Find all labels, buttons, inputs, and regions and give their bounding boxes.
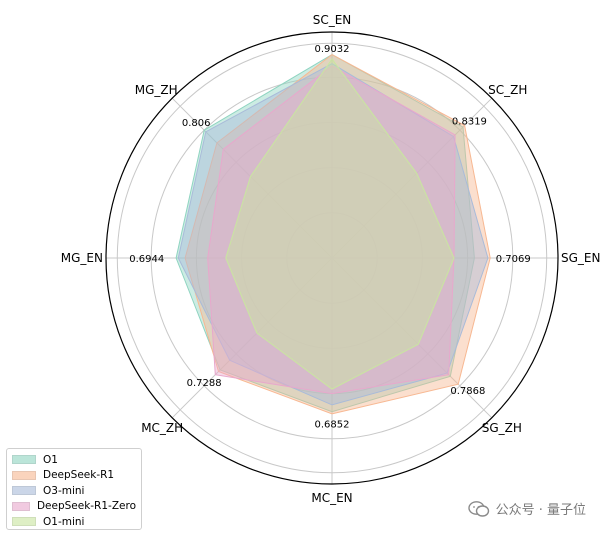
legend-item-deepseek-r1: DeepSeek-R1 bbox=[12, 468, 136, 484]
axis-label-sg-en: SG_EN bbox=[561, 251, 600, 265]
series-o3-mini bbox=[177, 63, 489, 406]
legend-item-o1-mini: O1-mini bbox=[12, 514, 136, 530]
legend-swatch bbox=[12, 517, 36, 527]
radar-series bbox=[175, 54, 491, 415]
axis-label-sc-en: SC_EN bbox=[313, 13, 352, 27]
legend-label: DeepSeek-R1-Zero bbox=[36, 500, 136, 513]
grid-spoke bbox=[331, 257, 493, 419]
legend-swatch bbox=[12, 501, 30, 511]
axis-label-mg-en: MG_EN bbox=[61, 251, 103, 265]
legend-swatch bbox=[12, 486, 36, 496]
legend-item-o3-mini: O3-mini bbox=[12, 483, 136, 499]
watermark-text: 公众号 · 量子位 bbox=[495, 503, 586, 518]
watermark: 公众号 · 量子位 bbox=[467, 499, 586, 518]
value-label-sc-en: 0.9032 bbox=[315, 44, 350, 55]
value-label-sg-en: 0.7069 bbox=[496, 254, 531, 265]
axis-label-sg-zh: SG_ZH bbox=[482, 421, 522, 435]
radar-frame bbox=[105, 31, 559, 485]
legend-label: O1 bbox=[43, 453, 58, 466]
value-label-sc-zh: 0.8319 bbox=[452, 117, 487, 128]
axis-label-mc-en: MC_EN bbox=[311, 491, 352, 505]
axis-label-sc-zh: SC_ZH bbox=[488, 83, 527, 97]
legend-label: O1-mini bbox=[43, 515, 85, 528]
value-label-mc-zh: 0.7288 bbox=[187, 378, 222, 389]
legend-label: O3-mini bbox=[43, 484, 85, 497]
value-label-mg-en: 0.6944 bbox=[129, 254, 164, 265]
series-o1 bbox=[175, 54, 475, 413]
series-deepseek-r1-zero bbox=[207, 65, 456, 395]
wechat-icon bbox=[467, 500, 489, 517]
legend-swatch bbox=[12, 455, 36, 465]
legend-label: DeepSeek-R1 bbox=[43, 469, 115, 482]
series-deepseek-r1 bbox=[184, 54, 491, 415]
radar-grid bbox=[105, 31, 559, 485]
legend-item-o1: O1 bbox=[12, 452, 136, 468]
axis-label-mg-zh: MG_ZH bbox=[135, 83, 178, 97]
value-label-mg-zh: 0.806 bbox=[182, 118, 211, 129]
legend-item-deepseek-r1-zero: DeepSeek-R1-Zero bbox=[12, 499, 136, 515]
value-label-sg-zh: 0.7868 bbox=[450, 386, 485, 397]
series-o1-mini bbox=[225, 58, 455, 390]
axis-label-mc-zh: MC_ZH bbox=[141, 421, 183, 435]
grid-spoke bbox=[331, 97, 493, 259]
grid-spoke bbox=[171, 257, 333, 419]
value-label-mc-en: 0.6852 bbox=[315, 420, 350, 431]
legend-swatch bbox=[12, 470, 36, 480]
grid-spoke bbox=[171, 97, 333, 259]
legend: O1 DeepSeek-R1 O3-mini DeepSeek-R1-Zero … bbox=[6, 448, 142, 530]
radar-labels: SC_EN SC_ZH SG_EN SG_ZH MC_EN MC_ZH MG_EN MG_ZH… bbox=[61, 13, 601, 505]
